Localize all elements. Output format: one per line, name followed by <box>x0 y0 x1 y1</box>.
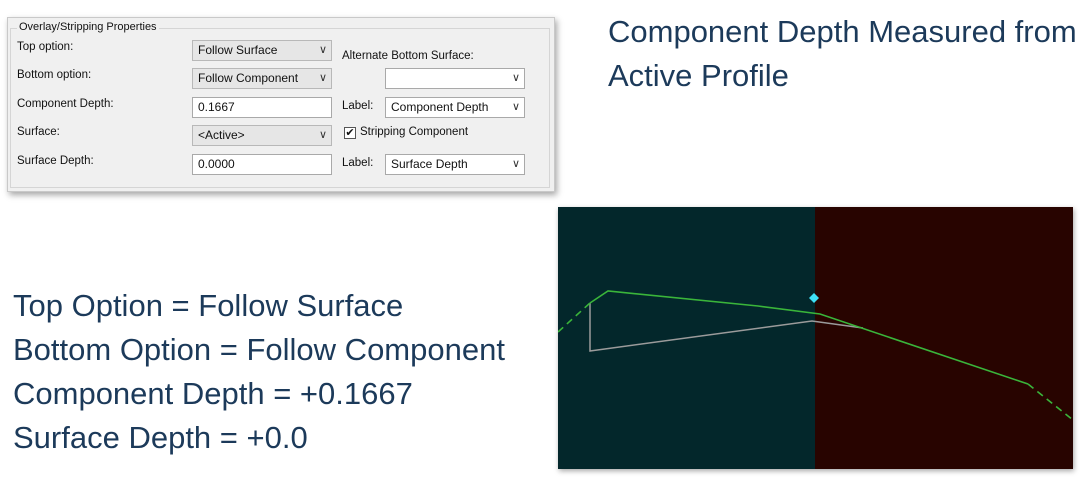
component-depth-label-select[interactable]: Component Depth ∨ <box>385 97 525 118</box>
surface-select[interactable]: <Active> ∨ <box>192 125 332 146</box>
chevron-down-icon: ∨ <box>318 129 327 141</box>
profile-svg <box>558 207 1073 469</box>
fill-region-background <box>815 207 1073 469</box>
profile-line <box>589 290 1029 385</box>
active-point-marker-icon <box>809 293 819 303</box>
bottom-option-label: Bottom option: <box>17 69 92 81</box>
component-depth-input[interactable]: 0.1667 <box>192 97 332 118</box>
surface-depth-label-value: Surface Depth <box>391 157 468 171</box>
chevron-down-icon: ∨ <box>318 72 327 84</box>
surface-depth-label: Surface Depth: <box>17 155 94 167</box>
surface-depth-label-select[interactable]: Surface Depth ∨ <box>385 154 525 175</box>
summary-surface-depth: Surface Depth = +0.0 <box>13 420 308 455</box>
top-option-value: Follow Surface <box>198 43 278 57</box>
properties-groupbox <box>10 28 550 188</box>
chevron-down-icon: ∨ <box>511 72 520 84</box>
profile-line-dashed-right <box>1027 383 1073 421</box>
profile-view <box>558 207 1073 469</box>
bottom-option-value: Follow Component <box>198 71 299 85</box>
component-depth-label: Component Depth: <box>17 98 114 110</box>
top-option-select[interactable]: Follow Surface ∨ <box>192 40 332 61</box>
chevron-down-icon: ∨ <box>511 158 520 170</box>
component-outline <box>589 303 864 352</box>
chevron-down-icon: ∨ <box>511 101 520 113</box>
slide-heading: Component Depth Measured from Active Pro… <box>608 14 1077 93</box>
alternate-bottom-surface-label: Alternate Bottom Surface: <box>342 50 474 62</box>
overlay-stripping-properties-panel: Overlay/Stripping Properties Top option:… <box>7 17 555 192</box>
surface-depth-label-caption: Label: <box>342 157 374 169</box>
surface-label: Surface: <box>17 126 60 138</box>
settings-summary: Top Option = Follow Surface Bottom Optio… <box>13 284 543 460</box>
surface-value: <Active> <box>198 128 245 142</box>
chevron-down-icon: ∨ <box>318 44 327 56</box>
bottom-option-select[interactable]: Follow Component ∨ <box>192 68 332 89</box>
summary-component-depth: Component Depth = +0.1667 <box>13 376 413 411</box>
surface-depth-input[interactable]: 0.0000 <box>192 154 332 175</box>
component-depth-label-caption: Label: <box>342 100 374 112</box>
summary-top-option: Top Option = Follow Surface <box>13 288 404 323</box>
alternate-bottom-surface-select[interactable]: ∨ <box>385 68 525 89</box>
component-depth-label-value: Component Depth <box>391 100 489 114</box>
stripping-component-checkbox[interactable]: ✔ <box>344 127 356 139</box>
stripping-component-label: Stripping Component <box>360 126 469 138</box>
group-title: Overlay/Stripping Properties <box>17 21 159 33</box>
top-option-label: Top option: <box>17 41 74 53</box>
summary-bottom-option: Bottom Option = Follow Component <box>13 332 505 367</box>
